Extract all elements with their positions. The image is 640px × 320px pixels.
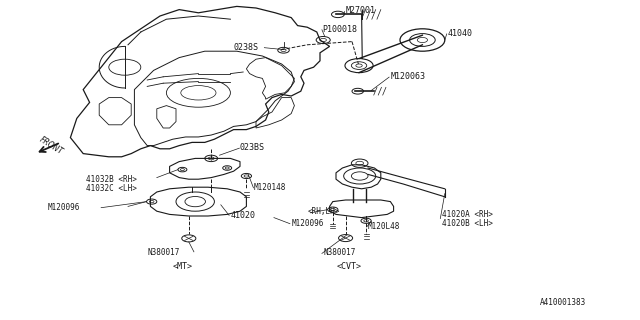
Text: <RH,LH>: <RH,LH>	[307, 207, 340, 216]
Text: 41040: 41040	[448, 29, 473, 38]
Text: M27001: M27001	[346, 6, 376, 15]
Text: M120063: M120063	[390, 72, 426, 81]
Text: FRONT: FRONT	[38, 135, 65, 156]
Text: 41020: 41020	[230, 211, 255, 220]
Text: 023BS: 023BS	[240, 143, 265, 152]
Text: M120148: M120148	[254, 183, 287, 192]
Text: P100018: P100018	[322, 25, 357, 34]
Text: N380017: N380017	[147, 248, 180, 257]
Text: 41032B <RH>: 41032B <RH>	[86, 175, 137, 184]
Text: 41032C <LH>: 41032C <LH>	[86, 184, 137, 193]
Text: 0238S: 0238S	[234, 43, 259, 52]
Text: <CVT>: <CVT>	[336, 262, 362, 271]
Text: 41020B <LH>: 41020B <LH>	[442, 220, 492, 228]
Text: 41020A <RH>: 41020A <RH>	[442, 210, 492, 219]
Text: A410001383: A410001383	[540, 298, 586, 307]
Text: N380017: N380017	[323, 248, 356, 257]
Text: M120096: M120096	[291, 219, 324, 228]
Text: M120L48: M120L48	[368, 222, 401, 231]
Text: M120096: M120096	[48, 203, 81, 212]
Text: <MT>: <MT>	[172, 262, 193, 271]
